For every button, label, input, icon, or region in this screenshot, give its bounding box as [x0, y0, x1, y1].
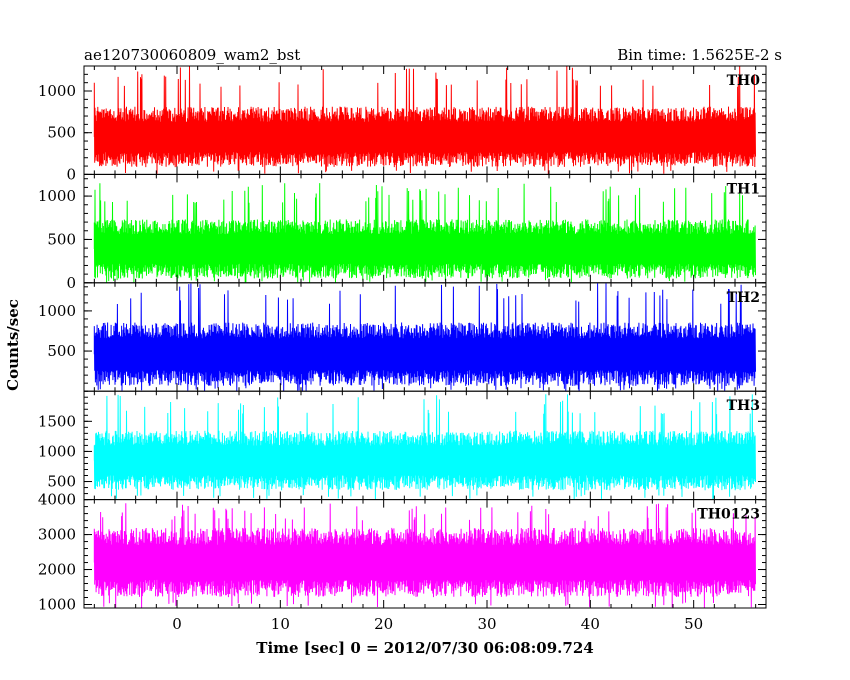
x-tick-label: 20 — [374, 615, 393, 633]
x-tick-label: 50 — [684, 615, 703, 633]
y-tick-label: 0 — [66, 165, 76, 183]
x-tick-label: 30 — [477, 615, 496, 633]
y-tick-label: 1000 — [38, 302, 76, 320]
panel-th0123: 1000 2000 3000 4000 TH0123 — [38, 491, 767, 614]
x-tick-label: 10 — [271, 615, 290, 633]
y-tick-label: 500 — [47, 230, 76, 248]
panel-label-th2: TH2 — [727, 290, 760, 306]
y-tick-label: 500 — [47, 342, 76, 360]
panel-th0: 0 500 1000 TH0 — [38, 65, 767, 183]
x-tick-label: 0 — [172, 615, 182, 633]
y-tick-label: 1000 — [38, 82, 76, 100]
panel-th3: 500 1000 1500 TH3 — [38, 390, 767, 501]
panel-label-th3: TH3 — [727, 398, 760, 414]
y-tick-label: 1000 — [38, 442, 76, 460]
y-tick-label: 1500 — [38, 412, 76, 430]
panel-th2: 500 1000 TH2 — [38, 282, 767, 392]
series-line-th2 — [93, 283, 756, 392]
panel-label-th0: TH0 — [727, 73, 761, 89]
x-tick-label: 40 — [581, 615, 600, 633]
y-axis-title: Counts/sec — [4, 299, 22, 391]
x-axis: 0 10 20 30 40 50 — [172, 615, 703, 633]
series-line-th0 — [93, 66, 756, 175]
plot-title-right: Bin time: 1.5625E-2 s — [617, 46, 782, 64]
y-tick-label: 500 — [47, 124, 76, 142]
series-line-th3 — [93, 394, 756, 500]
y-tick-label: 1000 — [38, 596, 76, 614]
x-axis-title: Time [sec] 0 = 2012/07/30 06:08:09.724 — [256, 639, 593, 657]
panel-label-th0123: TH0123 — [697, 507, 760, 523]
y-tick-label: 3000 — [38, 526, 76, 544]
y-tick-label: 500 — [47, 473, 76, 491]
y-tick-label: 0 — [66, 274, 76, 292]
series-line-th1 — [93, 183, 756, 283]
panel-th1: 0 500 1000 TH1 — [38, 173, 767, 292]
y-tick-label: 2000 — [38, 561, 76, 579]
y-tick-label: 1000 — [38, 187, 76, 205]
panel-label-th1: TH1 — [727, 181, 760, 197]
series-line-th0123 — [93, 503, 756, 608]
y-tick-label: 4000 — [38, 491, 76, 509]
plot-title-left: ae120730060809_wam2_bst — [84, 46, 300, 64]
